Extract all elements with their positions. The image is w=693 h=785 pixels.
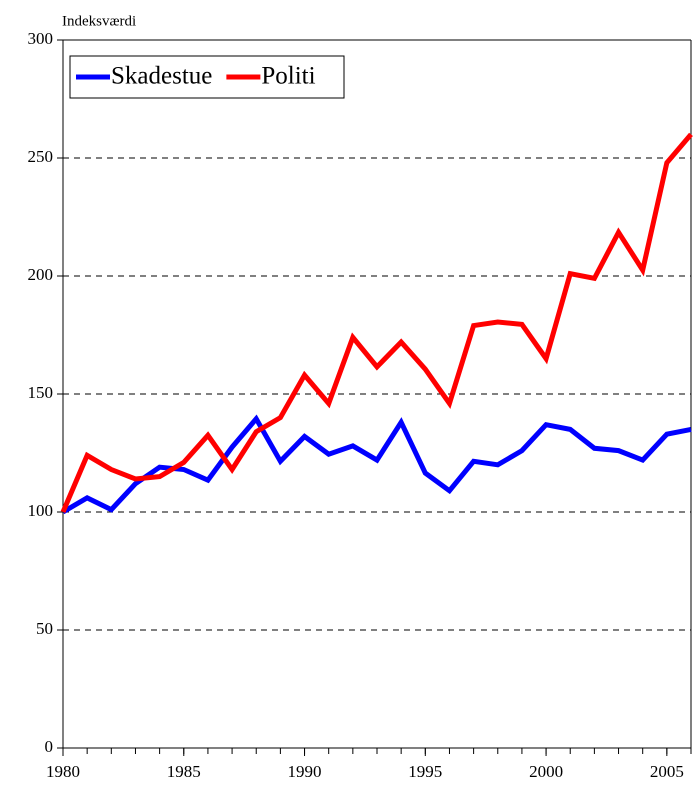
y-axis-label: Indeksværdi — [62, 13, 136, 29]
legend-label: Skadestue — [111, 63, 212, 90]
y-tick-label: 300 — [28, 29, 54, 48]
x-tick-label: 1995 — [408, 762, 442, 781]
y-tick-label: 250 — [28, 147, 54, 166]
x-tick-label: 2005 — [650, 762, 684, 781]
y-tick-label: 0 — [45, 737, 54, 756]
y-tick-label: 100 — [28, 501, 54, 520]
legend: Skadestue Politi — [69, 55, 345, 99]
x-tick-label: 1990 — [288, 762, 322, 781]
x-tick-label: 1985 — [167, 762, 201, 781]
x-tick-label: 1980 — [46, 762, 80, 781]
legend-box — [69, 55, 345, 99]
y-tick-label: 50 — [36, 619, 53, 638]
legend-label: Politi — [261, 63, 315, 90]
data-line — [60, 132, 693, 513]
x-tick-label: 2000 — [529, 762, 563, 781]
y-tick-label: 150 — [28, 383, 54, 402]
y-tick-label: 200 — [28, 265, 54, 284]
data-line — [61, 414, 692, 515]
